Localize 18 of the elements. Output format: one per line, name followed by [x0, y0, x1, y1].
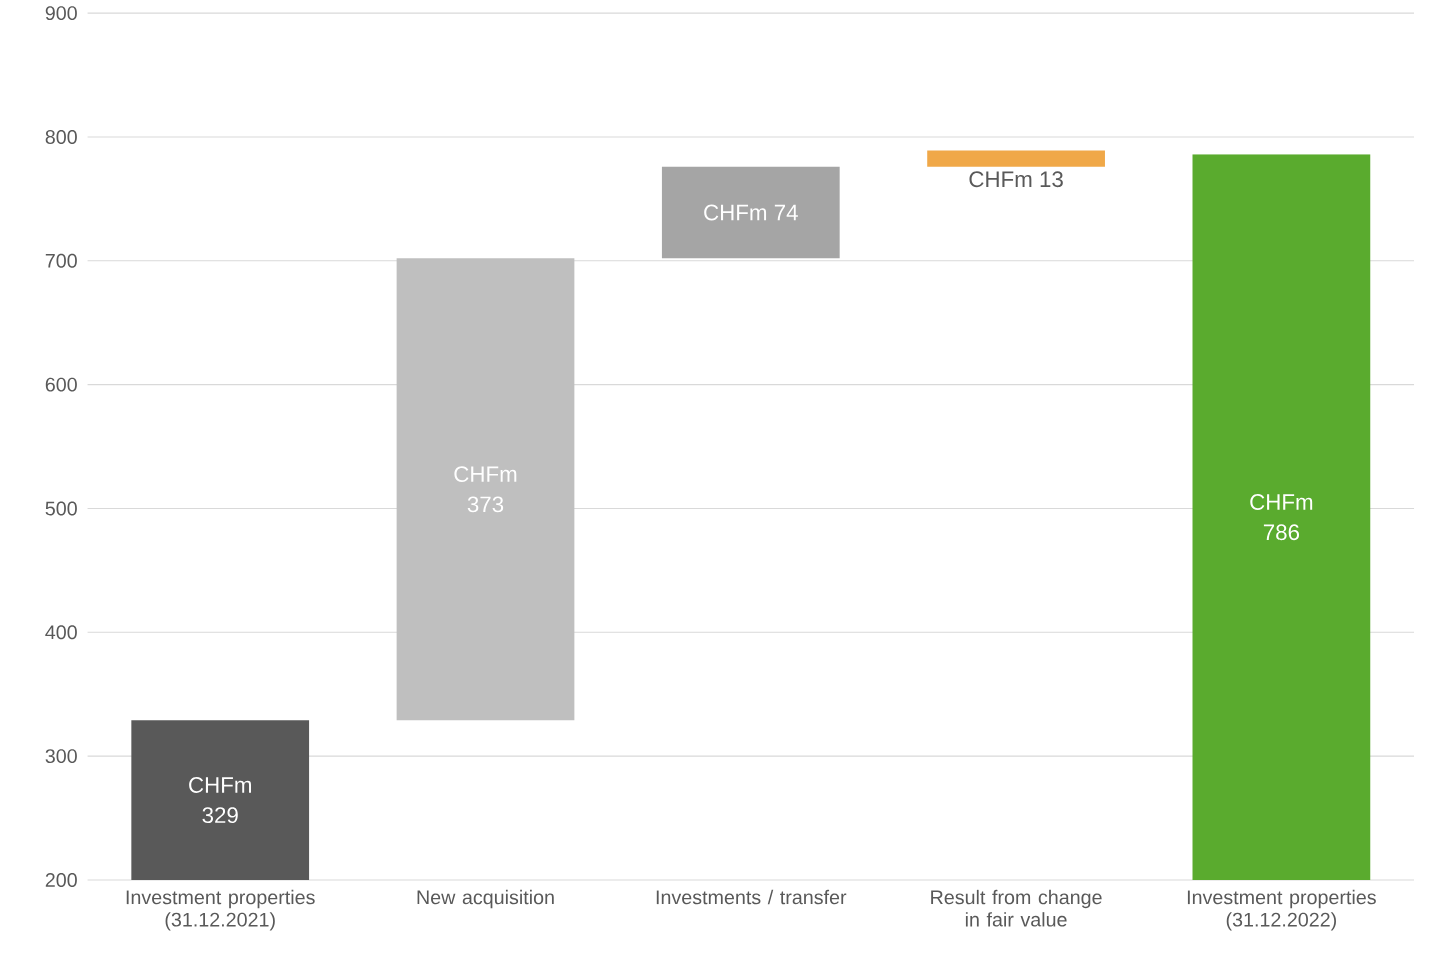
data-label: CHFm 786 — [1250, 494, 1313, 541]
x-tick-label: New acquisition — [417, 889, 554, 909]
y-tick-label: 300 — [45, 749, 77, 764]
data-label: CHFm 74 — [704, 204, 798, 221]
x-tick-label: Investments / transfer — [656, 889, 847, 905]
y-tick-label: 700 — [45, 253, 77, 268]
y-tick-label: 800 — [45, 130, 77, 144]
data-label: CHFm 329 — [189, 777, 251, 824]
y-tick-label: 400 — [45, 625, 77, 640]
x-tick-label: Investment properties (31.12.2021) — [126, 889, 315, 931]
y-tick-label: 600 — [45, 377, 77, 392]
y-tick-label: 500 — [45, 501, 77, 516]
data-label: CHFm 373 — [454, 466, 517, 513]
x-tick-label: Investment properties (31.12.2022) — [1187, 889, 1376, 931]
x-tick-label: Result from change in fair value — [931, 889, 1102, 927]
y-tick-label: 200 — [45, 873, 77, 887]
data-label: CHFm 13 — [969, 171, 1063, 188]
y-tick-label: 900 — [45, 6, 77, 21]
